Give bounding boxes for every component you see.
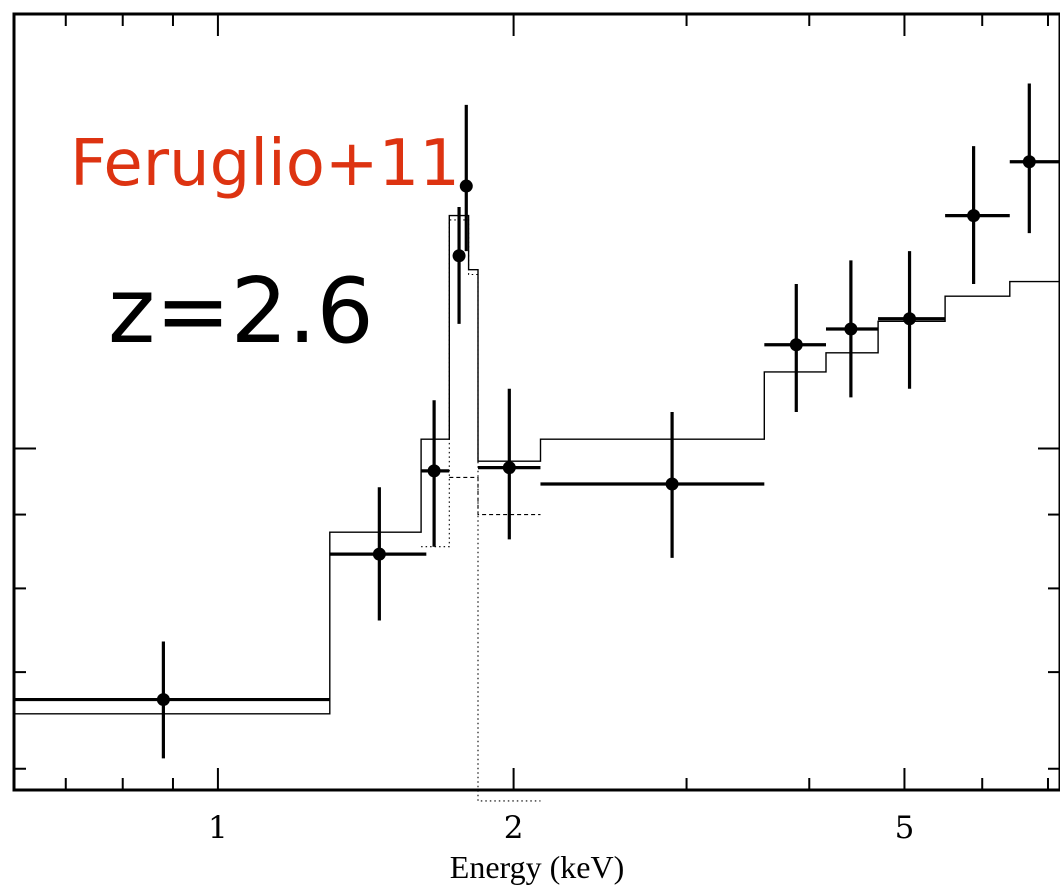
data-point [452, 207, 466, 324]
reference-annotation: Feruglio+11 [70, 127, 460, 201]
model-solid [14, 214, 1060, 715]
data-point [764, 284, 826, 412]
data-point [1009, 83, 1060, 234]
model-dashed [449, 476, 541, 516]
data-marker [967, 209, 981, 223]
data-marker [427, 464, 441, 478]
x-axis-label: Energy (keV) [450, 849, 624, 885]
data-point [14, 641, 330, 759]
x-tick-label: 1 [208, 810, 228, 846]
model-dotted [421, 219, 541, 802]
data-point [540, 411, 765, 558]
data-marker [502, 461, 516, 475]
data-marker [1022, 155, 1036, 169]
model-curves [14, 214, 1060, 802]
x-tick-label: 5 [895, 810, 915, 846]
data-marker [789, 338, 803, 352]
data-point [878, 251, 946, 389]
data-marker [459, 179, 473, 193]
data-marker [452, 249, 466, 263]
x-tick-labels: 1 2 5 [208, 810, 914, 846]
data-points [14, 83, 1060, 759]
data-point [459, 104, 473, 252]
axis-ticks [14, 13, 1060, 790]
data-point [421, 400, 450, 547]
data-point [329, 487, 427, 621]
data-point [478, 388, 541, 540]
data-marker [903, 312, 917, 326]
plot-frame [12, 12, 1060, 792]
data-point [945, 146, 1010, 285]
x-tick-label: 2 [504, 810, 524, 846]
data-marker [665, 477, 679, 491]
data-marker [372, 547, 386, 561]
data-marker [156, 693, 170, 707]
data-marker [844, 322, 858, 336]
data-point [825, 260, 879, 398]
redshift-annotation: z=2.6 [108, 259, 374, 364]
